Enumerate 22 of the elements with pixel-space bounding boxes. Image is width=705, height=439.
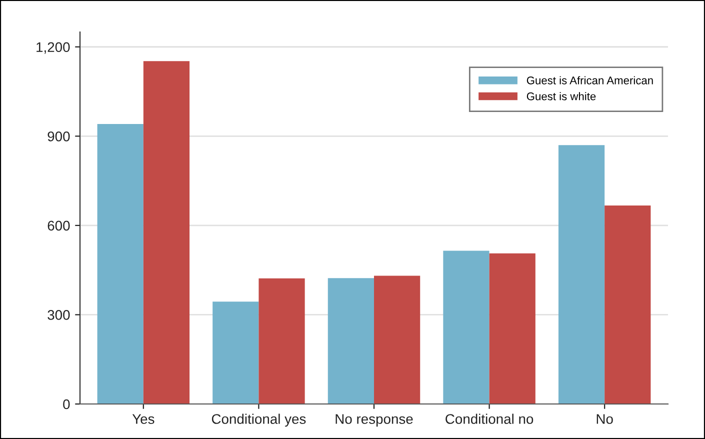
- bar: [143, 61, 190, 404]
- bar: [212, 302, 259, 404]
- x-tick-label: Conditional yes: [212, 414, 306, 427]
- y-tick-label: 0: [63, 399, 70, 410]
- y-tick-label: 300: [48, 310, 70, 320]
- x-tick-label: Conditional no: [446, 414, 534, 424]
- bar: [443, 250, 490, 404]
- y-tick-label: 900: [48, 131, 70, 142]
- x-tick-label: Yes: [132, 414, 154, 424]
- legend-label: Guest is white: [526, 92, 596, 100]
- x-tick-label: No: [596, 414, 613, 424]
- bar: [374, 276, 420, 404]
- x-tick-label: No response: [336, 414, 413, 427]
- legend-label: Guest is African American: [526, 76, 653, 84]
- y-tick-label: 1,200: [36, 42, 70, 54]
- y-tick-label: 600: [48, 220, 70, 231]
- bar: [258, 278, 305, 404]
- bar: [558, 145, 605, 404]
- bar: [328, 278, 374, 404]
- bar: [97, 124, 144, 404]
- bar: [489, 253, 536, 404]
- bar: [604, 206, 651, 404]
